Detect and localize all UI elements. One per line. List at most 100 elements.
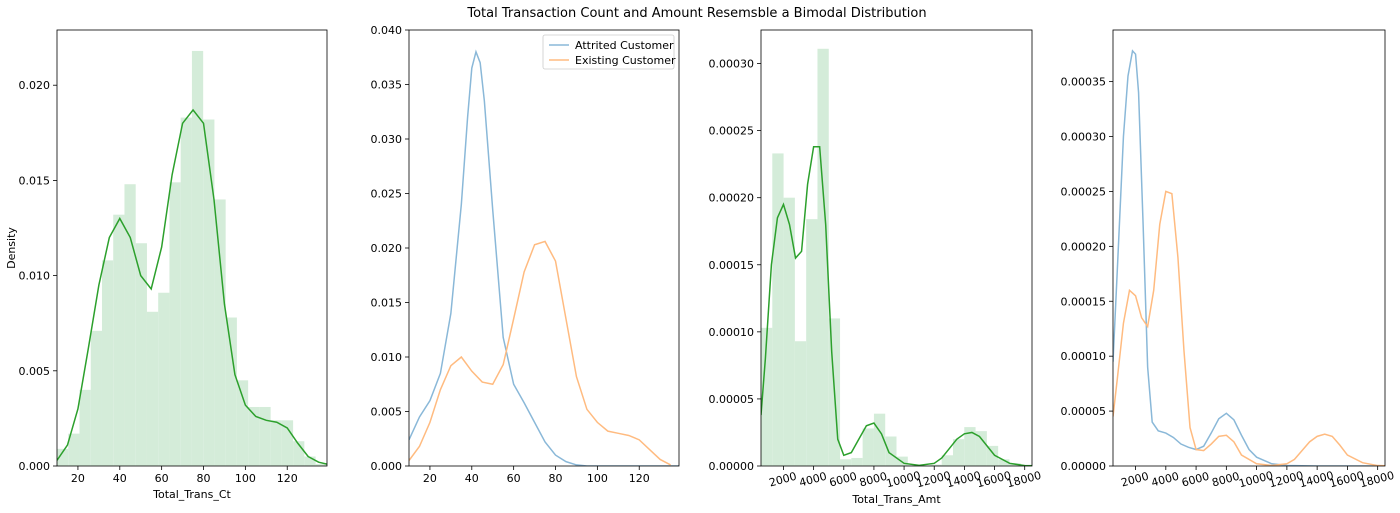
panel-1-x-tick-label: 60 [155,472,169,485]
panel-3-hist-bar [885,436,897,466]
panel-2-y-tick-label: 0.020 [371,242,403,255]
panel-2-legend: Attrited Customer Existing Customer [542,34,676,70]
panel-2-y-tick-label: 0.035 [371,79,403,92]
panel-1-hist-bar [293,441,305,466]
panel-1-hist-bar [304,456,316,466]
panel-1-hist-bar [203,119,215,466]
panel-1-hist-bar [57,448,69,466]
legend-label-1: Attrited Customer [575,39,674,52]
panel-1-hist-bar [259,406,271,466]
panel-3-y-tick-label: 0.00020 [709,192,755,205]
panel-1-y-tick-label: 0.005 [19,365,51,378]
panel-2-y-tick-label: 0.000 [371,460,403,473]
panel-3: 2000 4000 6000 8000100001200014000160001800… [709,29,1043,506]
panel-1-hist-bar [214,199,226,466]
panel-2-y-tick-label: 0.030 [371,133,403,146]
panel-4-series-line-2 [1113,190,1385,466]
panel-2-series-line-2 [409,240,671,466]
panel-1-hist-bar [124,184,136,466]
panel-1-hist-bar [146,311,159,466]
panel-2-x-tick-label: 60 [507,472,521,485]
panel-4-x-tick-label: 8000 [1210,470,1240,490]
panel-4-x-tick-label: 2000 [1120,470,1150,490]
panel-1-hist-bar [169,182,181,466]
panel-1-kde-line [57,108,327,465]
panel-3-hist-bar [986,445,999,466]
panel-3-y-tick-label: 0.00010 [709,326,755,339]
panel-1-y-axis-label: Density [5,227,18,269]
panel-4: 2000 4000 6000 8000100001200014000160001800… [1061,29,1396,491]
panel-4-y-tick-label: 0.00000 [1061,460,1107,473]
panel-3-hist-bar [817,48,829,466]
panel-1-y-tick-label: 0.000 [19,460,51,473]
panel-3-hist-bar [952,439,965,466]
panel-3-hist-bar [783,197,795,466]
panel-4-series-line-1 [1113,49,1385,466]
panel-1-plot-area [57,50,327,466]
panel-2-x-tick-label: 80 [549,472,563,485]
panel-4-y-tick-label: 0.00035 [1061,76,1107,89]
panel-1-hist-bar [248,406,260,466]
panel-3-y-tick-label: 0.00015 [709,259,755,272]
panel-3-x-tick-label: 8000 [858,470,888,490]
panel-3-y-tick-label: 0.00025 [709,125,755,138]
panel-1-hist-bar [180,117,192,466]
panel-2-y-tick-label: 0.005 [371,406,403,419]
panel-3-hist-bar [873,413,886,466]
panel-3-x-tick-label: 4000 [798,470,828,490]
panel-3-hist-bar [964,427,976,466]
panel-3-y-tick-label: 0.00030 [709,58,755,71]
panel-4-x-tick-label: 6000 [1180,470,1210,490]
panel-3-kde-line [761,145,1032,466]
panel-1-y-tick-label: 0.010 [19,270,51,283]
panel-1: 20 40 60 80 100 120 0.000 0.005 0.010 0.015 0.020 T… [5,29,328,501]
panel-2-y-tick-label: 0.010 [371,351,403,364]
panel-2-y-tick-label: 0.025 [371,188,403,201]
panel-3-hist-bar [907,464,920,466]
panel-2-y-tick-label: 0.040 [371,24,403,37]
panel-1-hist-bar [113,214,125,466]
panel-1-hist-bar [236,380,249,466]
legend-label-2: Existing Customer [575,54,676,67]
panel-3-hist-bar [794,341,807,466]
panel-3-hist-bar [851,457,863,466]
panel-4-y-tick-label: 0.00005 [1061,405,1107,418]
panel-1-x-tick-label: 80 [197,472,211,485]
panel-3-hist-bar [941,455,953,466]
panel-2: 20 40 60 80 100 120 0.000 0.005 0.010 0.015 0.020 0… [371,24,680,485]
panel-1-x-tick-label: 40 [113,472,127,485]
panel-3-hist-bar [998,459,1010,466]
panel-1-axes-frame [56,29,328,467]
panel-3-hist-bar [840,459,852,466]
panel-4-y-tick-label: 0.00015 [1061,295,1107,308]
panel-4-plot-area [1113,49,1385,466]
panel-3-y-tick-label: 0.00005 [709,393,755,406]
panel-3-x-tick-label: 18000 [1005,469,1042,491]
panel-4-x-tick-label: 18000 [1358,469,1395,491]
panel-1-y-tick-label: 0.015 [19,174,51,187]
panel-1-hist-bar [135,243,147,466]
panel-1-hist-bar [101,260,114,466]
panel-4-y-tick-label: 0.00010 [1061,350,1107,363]
panel-1-x-axis-label: Total_Trans_Ct [152,488,231,501]
panel-1-x-tick-label: 120 [277,472,298,485]
panel-1-hist-bar [191,50,204,466]
figure-title: Total Transaction Count and Amount Resem… [466,6,926,21]
panel-1-y-tick-label: 0.020 [19,79,51,92]
panel-3-hist-bar [772,153,784,466]
panel-3-hist-bar [862,428,874,466]
panel-1-x-tick-label: 100 [235,472,256,485]
panel-4-x-tick-label: 4000 [1150,470,1180,490]
panel-4-y-tick-label: 0.00025 [1061,185,1107,198]
panel-3-y-tick-label: 0.00000 [709,460,755,473]
panel-1-hist-bar [90,330,102,466]
panel-2-x-tick-label: 40 [465,472,479,485]
legend-box [542,34,675,70]
panel-3-x-tick-label: 2000 [768,470,798,490]
panel-4-axes-frame [1112,29,1386,467]
panel-3-plot-area [761,48,1032,466]
panel-1-hist-bar [281,420,294,466]
panel-1-hist-bar [270,420,282,466]
panel-4-y-tick-label: 0.00020 [1061,240,1107,253]
